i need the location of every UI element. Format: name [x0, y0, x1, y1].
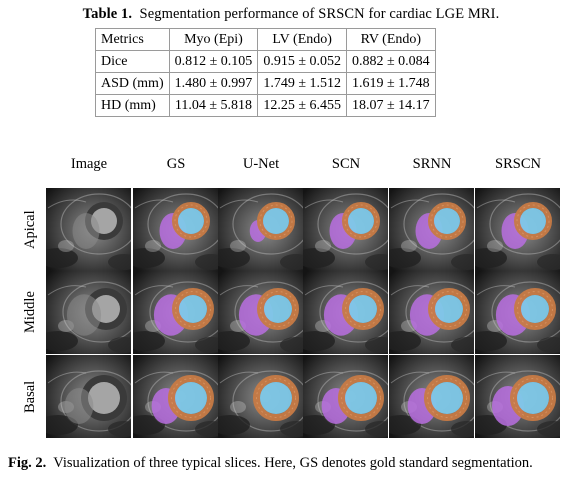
column-header-image: Image [70, 156, 108, 172]
mri-slice-tile [46, 271, 131, 354]
table-cell: HD (mm) [95, 94, 170, 117]
table-cell: 0.882 ± 0.084 [346, 50, 436, 73]
row-header-basal: Basal [22, 380, 38, 413]
performance-table: Metrics Myo (Epi) LV (Endo) RV (Endo) Di… [95, 28, 436, 117]
table-cell: ASD (mm) [95, 72, 170, 95]
figure-caption-text: Visualization of three typical slices. H… [53, 455, 533, 471]
mri-slice-image [218, 188, 303, 271]
table-cell: 0.812 ± 0.105 [168, 50, 259, 73]
table-header-cell: Metrics [95, 28, 170, 51]
table-cell: 12.25 ± 6.455 [257, 94, 347, 117]
mri-slice-image [389, 355, 474, 438]
mri-slice-image [475, 355, 560, 438]
mri-slice-tile [389, 271, 474, 354]
mri-slice-image [475, 271, 560, 354]
table-label: Table 1. [82, 6, 133, 22]
table-cell: 18.07 ± 14.17 [346, 94, 436, 117]
row-header-apical: Apical [22, 210, 38, 249]
mri-slice-tile [475, 355, 560, 438]
table-caption: Table 1. Segmentation performance of SRS… [0, 6, 582, 23]
column-header-srnn: SRNN [412, 156, 452, 172]
mri-slice-tile [303, 188, 388, 271]
mri-slice-tile [133, 355, 218, 438]
mri-slice-image [218, 355, 303, 438]
figure-label: Fig. 2. [8, 455, 47, 471]
mri-slice-tile [133, 271, 218, 354]
mri-slice-tile [46, 188, 131, 271]
mri-slice-image [475, 188, 560, 271]
mri-slice-tile [133, 188, 218, 271]
table-cell: Dice [95, 50, 170, 73]
table-cell: 11.04 ± 5.818 [168, 94, 259, 117]
table-row: Dice 0.812 ± 0.105 0.915 ± 0.052 0.882 ±… [95, 50, 436, 73]
mri-slice-image [133, 188, 218, 271]
mri-slice-image [46, 188, 131, 271]
mri-slice-image [133, 271, 218, 354]
column-header-srscn: SRSCN [495, 156, 541, 172]
mri-slice-tile [46, 355, 131, 438]
mri-slice-image [46, 355, 131, 438]
table-header-cell: RV (Endo) [346, 28, 436, 51]
mri-slice-tile [303, 271, 388, 354]
column-header-gs: GS [166, 156, 186, 172]
table-header-cell: Myo (Epi) [168, 28, 259, 51]
column-header-scn: SCN [331, 156, 361, 172]
table-cell: 1.749 ± 1.512 [257, 72, 347, 95]
mri-slice-image [303, 188, 388, 271]
table-cell: 0.915 ± 0.052 [257, 50, 347, 73]
mri-slice-tile [303, 355, 388, 438]
column-header-unet: U-Net [242, 156, 280, 172]
table-row: ASD (mm) 1.480 ± 0.997 1.749 ± 1.512 1.6… [95, 72, 436, 95]
mri-slice-tile [389, 188, 474, 271]
mri-slice-tile [218, 355, 303, 438]
mri-slice-tile [475, 188, 560, 271]
mri-slice-tile [218, 188, 303, 271]
mri-slice-image [46, 271, 131, 354]
table-header-cell: LV (Endo) [257, 28, 347, 51]
mri-slice-image [303, 271, 388, 354]
table-header-row: Metrics Myo (Epi) LV (Endo) RV (Endo) [95, 28, 436, 51]
mri-slice-tile [218, 271, 303, 354]
mri-slice-image [133, 355, 218, 438]
table-cell: 1.480 ± 0.997 [168, 72, 259, 95]
table-caption-text: Segmentation performance of SRSCN for ca… [139, 6, 500, 22]
mri-slice-image [218, 271, 303, 354]
mri-slice-tile [389, 355, 474, 438]
row-header-middle: Middle [22, 291, 38, 334]
figure-caption: Fig. 2. Visualization of three typical s… [8, 455, 533, 472]
table-row: HD (mm) 11.04 ± 5.818 12.25 ± 6.455 18.0… [95, 94, 436, 117]
mri-slice-tile [475, 271, 560, 354]
mri-slice-image [389, 271, 474, 354]
mri-slice-image [389, 188, 474, 271]
table-cell: 1.619 ± 1.748 [346, 72, 436, 95]
mri-slice-image [303, 355, 388, 438]
